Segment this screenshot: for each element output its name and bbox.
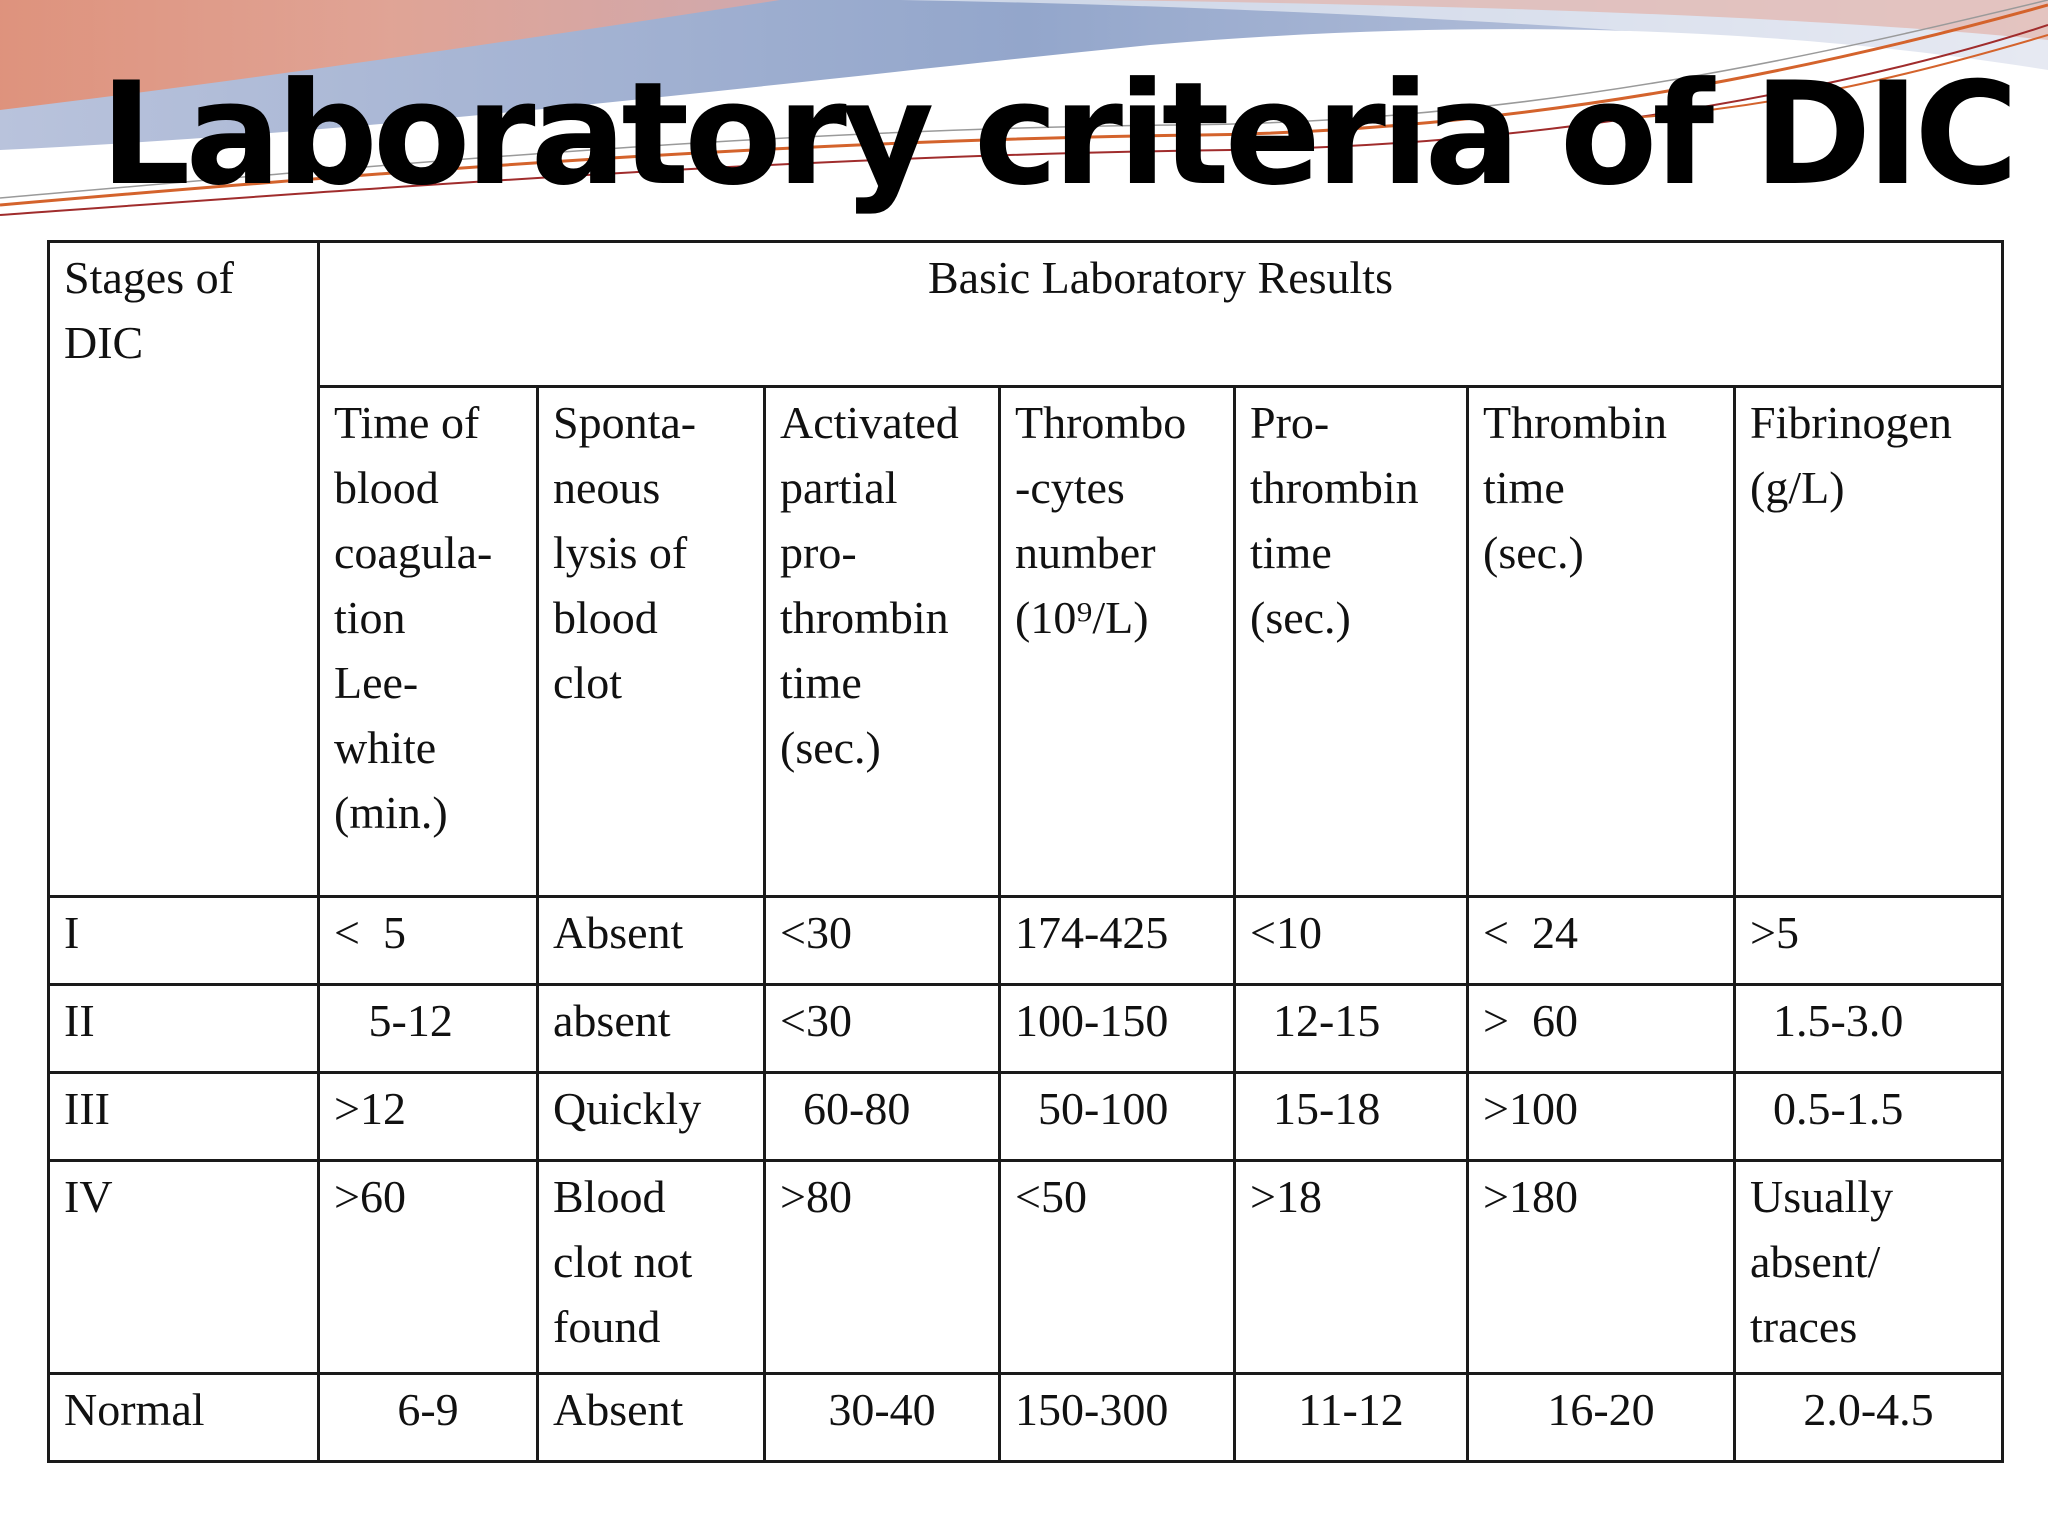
table-cell: <50 [998,1159,1236,1375]
red-swoosh-line [0,24,2048,216]
table-cell: <10 [1233,895,1469,986]
table-cell: Absent [536,895,766,986]
table-cell: >18 [1233,1159,1469,1375]
table-cell: >60 [317,1159,539,1375]
table-cell: >180 [1466,1159,1736,1375]
table-cell: 50-100 [998,1071,1236,1162]
column-header-thrombin-time: Thrombin time (sec.) [1466,385,1736,898]
table-row-stage-1: I < 5 Absent <30 174-425 <10 < 24 >5 [47,895,2004,986]
group-header-basic-results: Basic Laboratory Results [317,240,2004,388]
stage-cell: II [47,983,320,1074]
stage-cell: IV [47,1159,320,1375]
orange-swoosh-line [0,3,2048,207]
table-cell: 150-300 [998,1372,1236,1463]
table-cell: Absent [536,1372,766,1463]
salmon-wave [0,0,780,110]
column-header-coagulation-time: Time of blood coagula- tion Lee- white (… [317,385,539,898]
table-cell: 15-18 [1233,1071,1469,1162]
table-cell: 30-40 [763,1372,1001,1463]
table-cell: >12 [317,1071,539,1162]
table-cell: <30 [763,895,1001,986]
table-cell: 100-150 [998,983,1236,1074]
header-row-columns: Time of blood coagula- tion Lee- white (… [49,385,2004,898]
table-cell: 0.5-1.5 [1733,1071,2004,1162]
table-row-normal: Normal 6-9 Absent 30-40 150-300 11-12 16… [47,1372,2004,1463]
column-header-aptt: Activated partial pro- thrombin time (se… [763,385,1001,898]
table-cell: Quickly [536,1071,766,1162]
table-cell: >80 [763,1159,1001,1375]
header-row-group: Stages of DIC Basic Laboratory Results [47,240,2004,898]
table-cell: >100 [1466,1071,1736,1162]
table-cell: 16-20 [1466,1372,1736,1463]
table-cell: 5-12 [317,983,539,1074]
column-header-spontaneous-lysis: Sponta- neous lysis of blood clot [536,385,766,898]
white-wave-band [900,0,2048,80]
slide-title: Laboratory criteria of DIC [100,52,2019,217]
table-row-stage-4: IV >60 Blood clot not found >80 <50 >18 … [47,1159,2004,1375]
lab-criteria-table-container: Stages of DIC Basic Laboratory Results T… [47,240,2004,1463]
table-cell: Usually absent/ traces [1733,1159,2004,1375]
corner-header-stages: Stages of DIC [47,240,320,898]
table-cell: Blood clot not found [536,1159,766,1375]
table-cell: 1.5-3.0 [1733,983,2004,1074]
table-row-stage-2: II 5-12 absent <30 100-150 12-15 > 60 1.… [47,983,2004,1074]
table-cell: < 24 [1466,895,1736,986]
right-curve-line [1599,34,2048,121]
table-cell: 6-9 [317,1372,539,1463]
table-row-stage-3: III >12 Quickly 60-80 50-100 15-18 >100 … [47,1071,2004,1162]
column-header-thrombocytes: Thrombo -cytes number (10⁹/L) [998,385,1236,898]
table-cell: absent [536,983,766,1074]
stage-cell: I [47,895,320,986]
table-cell: 174-425 [998,895,1236,986]
lab-criteria-table: Stages of DIC Basic Laboratory Results T… [47,240,2004,1463]
table-cell: 60-80 [763,1071,1001,1162]
stage-cell: III [47,1071,320,1162]
table-cell: 12-15 [1233,983,1469,1074]
pink-wave-right [1100,0,2048,40]
grey-swoosh-line [0,0,2048,199]
table-cell: 11-12 [1233,1372,1469,1463]
table-cell: 2.0-4.5 [1733,1372,2004,1463]
column-header-prothrombin-time: Pro- thrombin time (sec.) [1233,385,1469,898]
table-cell: >5 [1733,895,2004,986]
table-cell: <30 [763,983,1001,1074]
column-header-fibrinogen: Fibrinogen (g/L) [1733,385,2004,898]
table-cell: > 60 [1466,983,1736,1074]
stage-cell: Normal [47,1372,320,1463]
table-cell: < 5 [317,895,539,986]
